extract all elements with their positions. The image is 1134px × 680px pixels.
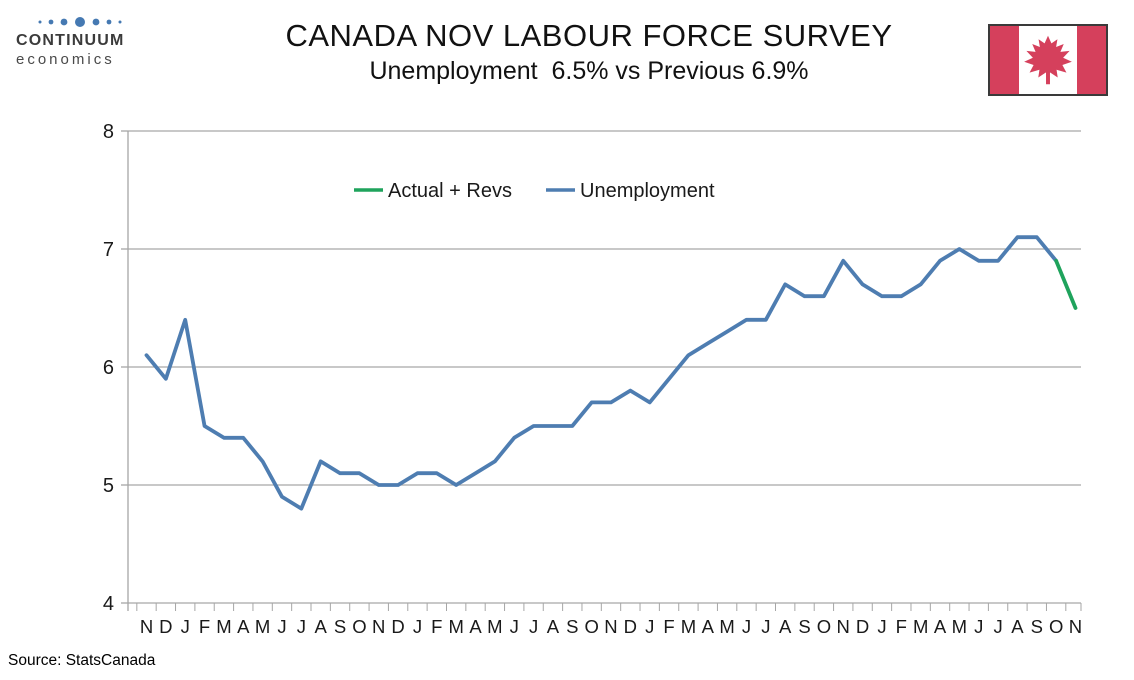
y-axis-label: 8 [103, 121, 114, 143]
x-axis-label: J [181, 616, 190, 637]
y-axis-label: 5 [103, 475, 114, 497]
x-axis-label: J [645, 616, 654, 637]
x-axis-label: D [624, 616, 637, 637]
x-axis-label: J [761, 616, 770, 637]
series-line-unemployment [144, 235, 1059, 511]
x-axis-label: S [798, 616, 810, 637]
x-axis-label: A [315, 616, 328, 637]
x-axis-label: J [974, 616, 983, 637]
x-axis-label: O [1049, 616, 1063, 637]
x-axis-label: N [604, 616, 617, 637]
y-axis-label: 7 [103, 239, 114, 261]
y-axis-label: 4 [103, 593, 114, 615]
x-axis-label: J [742, 616, 751, 637]
x-axis-label: J [529, 616, 538, 637]
x-axis-label: J [993, 616, 1002, 637]
logo-tagline: economics [16, 51, 115, 68]
flag-field [1019, 26, 1077, 94]
x-axis-label: O [352, 616, 366, 637]
x-axis-label: F [199, 616, 210, 637]
x-axis-label: N [372, 616, 385, 637]
title-block: CANADA NOV LABOUR FORCE SURVEY Unemploym… [0, 18, 1134, 86]
legend-label: Unemployment [580, 180, 715, 202]
x-axis-label: S [334, 616, 346, 637]
x-axis-label: A [702, 616, 715, 637]
x-axis-label: M [448, 616, 463, 637]
x-axis-label: J [877, 616, 886, 637]
x-axis-label: A [469, 616, 482, 637]
x-axis-label: M [216, 616, 231, 637]
logo-dots-icon [38, 17, 122, 27]
flag-right-band [1077, 26, 1106, 94]
continuum-economics-logo: CONTINUUM economics [16, 14, 146, 68]
page-title: CANADA NOV LABOUR FORCE SURVEY [285, 18, 893, 53]
x-axis-label: A [779, 616, 792, 637]
x-axis-label: O [584, 616, 598, 637]
y-axis-label: 6 [103, 357, 114, 379]
x-axis-label: A [547, 616, 560, 637]
x-axis-label: M [719, 616, 734, 637]
x-axis-label: J [297, 616, 306, 637]
x-axis-label: A [1011, 616, 1024, 637]
x-axis-label: A [237, 616, 250, 637]
series-line-actual-revs [1054, 258, 1078, 310]
x-axis-label: F [431, 616, 442, 637]
maple-leaf-icon [1024, 35, 1072, 85]
canada-flag [988, 24, 1108, 96]
x-axis-label: J [277, 616, 286, 637]
x-axis-label: M [681, 616, 696, 637]
x-axis-label: M [913, 616, 928, 637]
x-axis-label: O [817, 616, 831, 637]
x-axis-label: M [487, 616, 502, 637]
legend-label: Actual + Revs [388, 180, 512, 202]
x-axis-label: D [159, 616, 172, 637]
logo-wordmark: CONTINUUM [16, 32, 125, 49]
x-axis-label: M [255, 616, 270, 637]
x-axis-label: N [837, 616, 850, 637]
x-axis-label: A [934, 616, 947, 637]
x-axis-label: M [952, 616, 967, 637]
source-note: Source: StatsCanada [8, 652, 156, 669]
x-axis-label: S [566, 616, 578, 637]
x-axis-label: N [140, 616, 153, 637]
flag-left-band [990, 26, 1019, 94]
x-axis-label: F [663, 616, 674, 637]
x-axis-label: D [391, 616, 404, 637]
x-axis-label: D [856, 616, 869, 637]
x-axis-label: N [1069, 616, 1082, 637]
page-subtitle: Unemployment 6.5% vs Previous 6.9% [369, 57, 809, 85]
x-axis-label: J [413, 616, 422, 637]
x-axis-label: S [1031, 616, 1043, 637]
x-axis-label: J [510, 616, 519, 637]
x-axis-label: F [896, 616, 907, 637]
